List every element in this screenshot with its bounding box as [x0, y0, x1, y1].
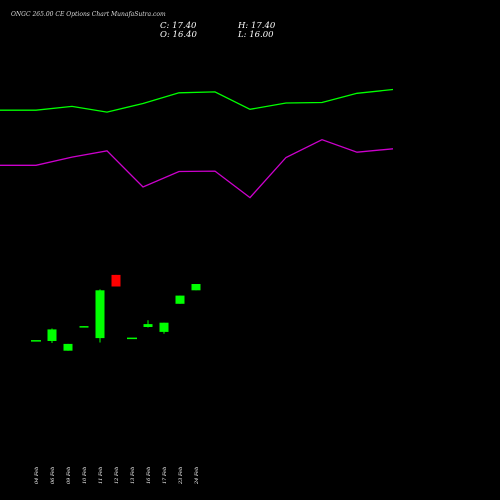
candle-5	[111, 274, 121, 287]
candle-0	[31, 340, 41, 342]
candle-6	[127, 337, 137, 340]
candles	[31, 274, 201, 351]
x-tick-label: 17 Feb	[162, 467, 168, 484]
x-tick-label: 12 Feb	[114, 467, 120, 484]
candle-body	[31, 340, 41, 342]
candle-1	[47, 328, 57, 343]
candle-body	[63, 343, 73, 351]
candle-body	[79, 326, 89, 328]
candle-body	[127, 337, 137, 340]
indicator-lines	[0, 88, 394, 199]
lower-indicator-line	[0, 138, 394, 199]
candle-body	[111, 274, 121, 287]
candle-8	[159, 322, 169, 334]
candle-10	[191, 284, 201, 291]
candle-body	[143, 324, 153, 327]
chart-title: ONGC 265.00 CE Options Chart MunafaSutra…	[11, 11, 166, 18]
x-axis-labels: 04 Feb 06 Feb 09 Feb 10 Feb 11 Feb 12 Feb 13 F…	[34, 467, 200, 485]
upper-indicator-line	[0, 88, 394, 113]
open-value: O: 16.40	[160, 30, 197, 40]
x-tick-label: 04 Feb	[34, 467, 40, 484]
x-tick-label: 23 Feb	[178, 467, 184, 485]
x-tick-label: 06 Feb	[50, 467, 56, 484]
candle-7	[143, 320, 153, 328]
close-value: C: 17.40	[160, 21, 197, 31]
candle-2	[63, 343, 73, 351]
candle-body	[95, 290, 105, 339]
x-tick-label: 09 Feb	[66, 467, 72, 484]
x-tick-label: 13 Feb	[130, 467, 136, 484]
candle-4	[95, 289, 105, 343]
candle-body	[159, 322, 169, 332]
candle-9	[175, 295, 185, 304]
candle-body	[191, 284, 201, 291]
low-value: L: 16.00	[237, 30, 274, 40]
candle-body	[47, 329, 57, 341]
candle-3	[79, 326, 89, 328]
x-tick-label: 10 Feb	[82, 467, 88, 484]
candle-body	[175, 295, 185, 304]
x-tick-label: 11 Feb	[98, 467, 104, 484]
x-tick-label: 16 Feb	[146, 467, 152, 484]
high-value: H: 17.40	[237, 21, 276, 31]
x-tick-label: 24 Feb	[194, 467, 200, 485]
